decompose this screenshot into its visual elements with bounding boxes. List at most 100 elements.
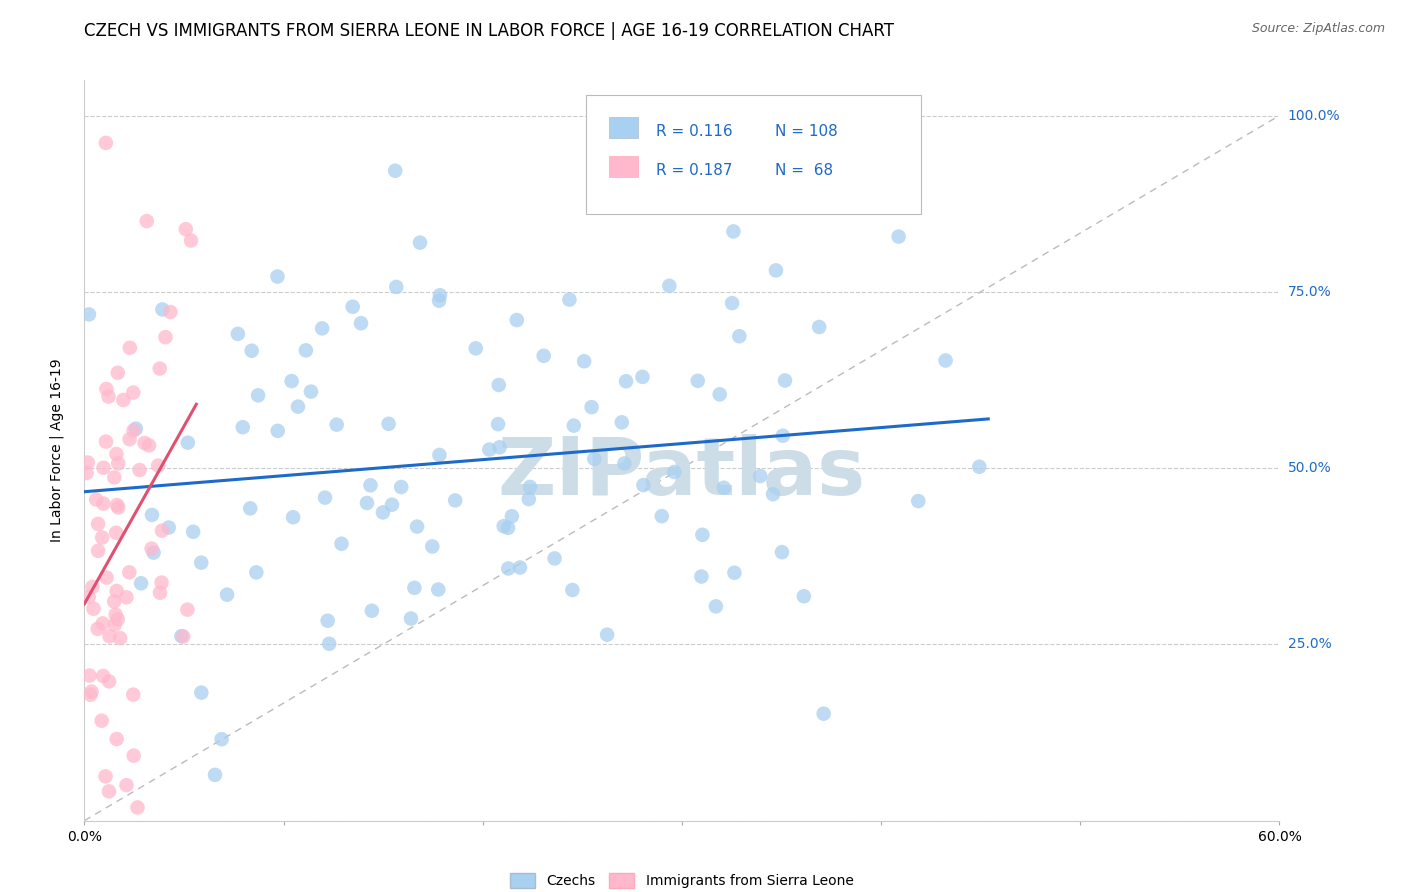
Point — [381, 498, 404, 512]
Point — [118, 566, 141, 580]
Point — [128, 463, 150, 477]
Point — [427, 582, 450, 597]
Text: N =  68: N = 68 — [775, 163, 834, 178]
Point — [723, 224, 745, 238]
Point — [141, 541, 163, 556]
Point — [122, 424, 145, 438]
Point — [330, 537, 353, 551]
Point — [561, 582, 583, 597]
Point — [427, 293, 450, 308]
Point — [76, 456, 98, 470]
Point — [170, 629, 193, 643]
Point — [409, 235, 432, 250]
Point — [76, 466, 98, 480]
Point — [134, 436, 156, 450]
Point — [96, 571, 118, 585]
Point — [496, 521, 519, 535]
Point — [651, 509, 673, 524]
Point — [360, 604, 382, 618]
Point — [404, 581, 426, 595]
Point — [488, 378, 510, 392]
Point — [486, 417, 509, 431]
Point — [533, 349, 555, 363]
Point — [596, 628, 619, 642]
Point — [614, 374, 637, 388]
Point — [150, 575, 173, 590]
Point — [103, 594, 125, 608]
Point — [90, 714, 112, 728]
Point — [211, 732, 233, 747]
Point — [240, 343, 263, 358]
FancyBboxPatch shape — [586, 95, 921, 213]
Point — [664, 465, 686, 479]
Point — [245, 566, 267, 580]
Point — [281, 510, 304, 524]
Point — [558, 293, 581, 307]
Point — [583, 451, 606, 466]
Point — [176, 602, 198, 616]
Point — [280, 374, 302, 388]
Point — [103, 470, 125, 484]
Point — [127, 800, 149, 814]
Point — [104, 607, 127, 622]
Point — [96, 382, 118, 396]
Point — [721, 296, 744, 310]
Point — [122, 748, 145, 763]
Point — [935, 353, 957, 368]
Point — [174, 222, 197, 236]
Point — [350, 316, 373, 330]
Point — [562, 418, 585, 433]
Point — [142, 545, 165, 559]
Text: R = 0.187: R = 0.187 — [655, 163, 733, 178]
Point — [94, 769, 117, 783]
Point — [406, 519, 429, 533]
Point — [141, 508, 163, 522]
Point — [159, 305, 181, 319]
Point — [107, 366, 129, 380]
Point — [149, 361, 172, 376]
Point — [155, 330, 177, 344]
Point — [314, 491, 336, 505]
Point — [98, 629, 121, 643]
Point — [150, 524, 173, 538]
Point — [772, 428, 794, 442]
Point — [581, 400, 603, 414]
Point — [709, 387, 731, 401]
Point — [122, 688, 145, 702]
Text: 25.0%: 25.0% — [1288, 638, 1331, 651]
Point — [83, 601, 105, 615]
Point — [318, 637, 340, 651]
Point — [93, 460, 115, 475]
Point — [105, 498, 128, 512]
Text: Source: ZipAtlas.com: Source: ZipAtlas.com — [1251, 22, 1385, 36]
Text: 100.0%: 100.0% — [1288, 109, 1340, 122]
Point — [299, 384, 322, 399]
Point — [613, 457, 636, 471]
Point — [420, 540, 443, 554]
Point — [105, 525, 128, 540]
Point — [478, 442, 501, 457]
Point — [723, 566, 745, 580]
Point — [887, 229, 910, 244]
Point — [749, 469, 772, 483]
Point — [498, 561, 520, 575]
Point — [543, 551, 565, 566]
Point — [658, 278, 681, 293]
Point — [377, 417, 399, 431]
Point — [105, 447, 128, 461]
Point — [77, 590, 100, 604]
Point — [94, 434, 117, 449]
Point — [907, 494, 929, 508]
Point — [118, 341, 141, 355]
Point — [295, 343, 318, 358]
Point — [686, 374, 709, 388]
Point — [108, 631, 131, 645]
Point — [773, 374, 796, 388]
Point — [692, 528, 714, 542]
Legend: Czechs, Immigrants from Sierra Leone: Czechs, Immigrants from Sierra Leone — [510, 872, 853, 888]
Point — [107, 612, 129, 626]
Point — [149, 586, 172, 600]
Point — [631, 369, 654, 384]
Point — [232, 420, 254, 434]
Point — [610, 415, 633, 429]
